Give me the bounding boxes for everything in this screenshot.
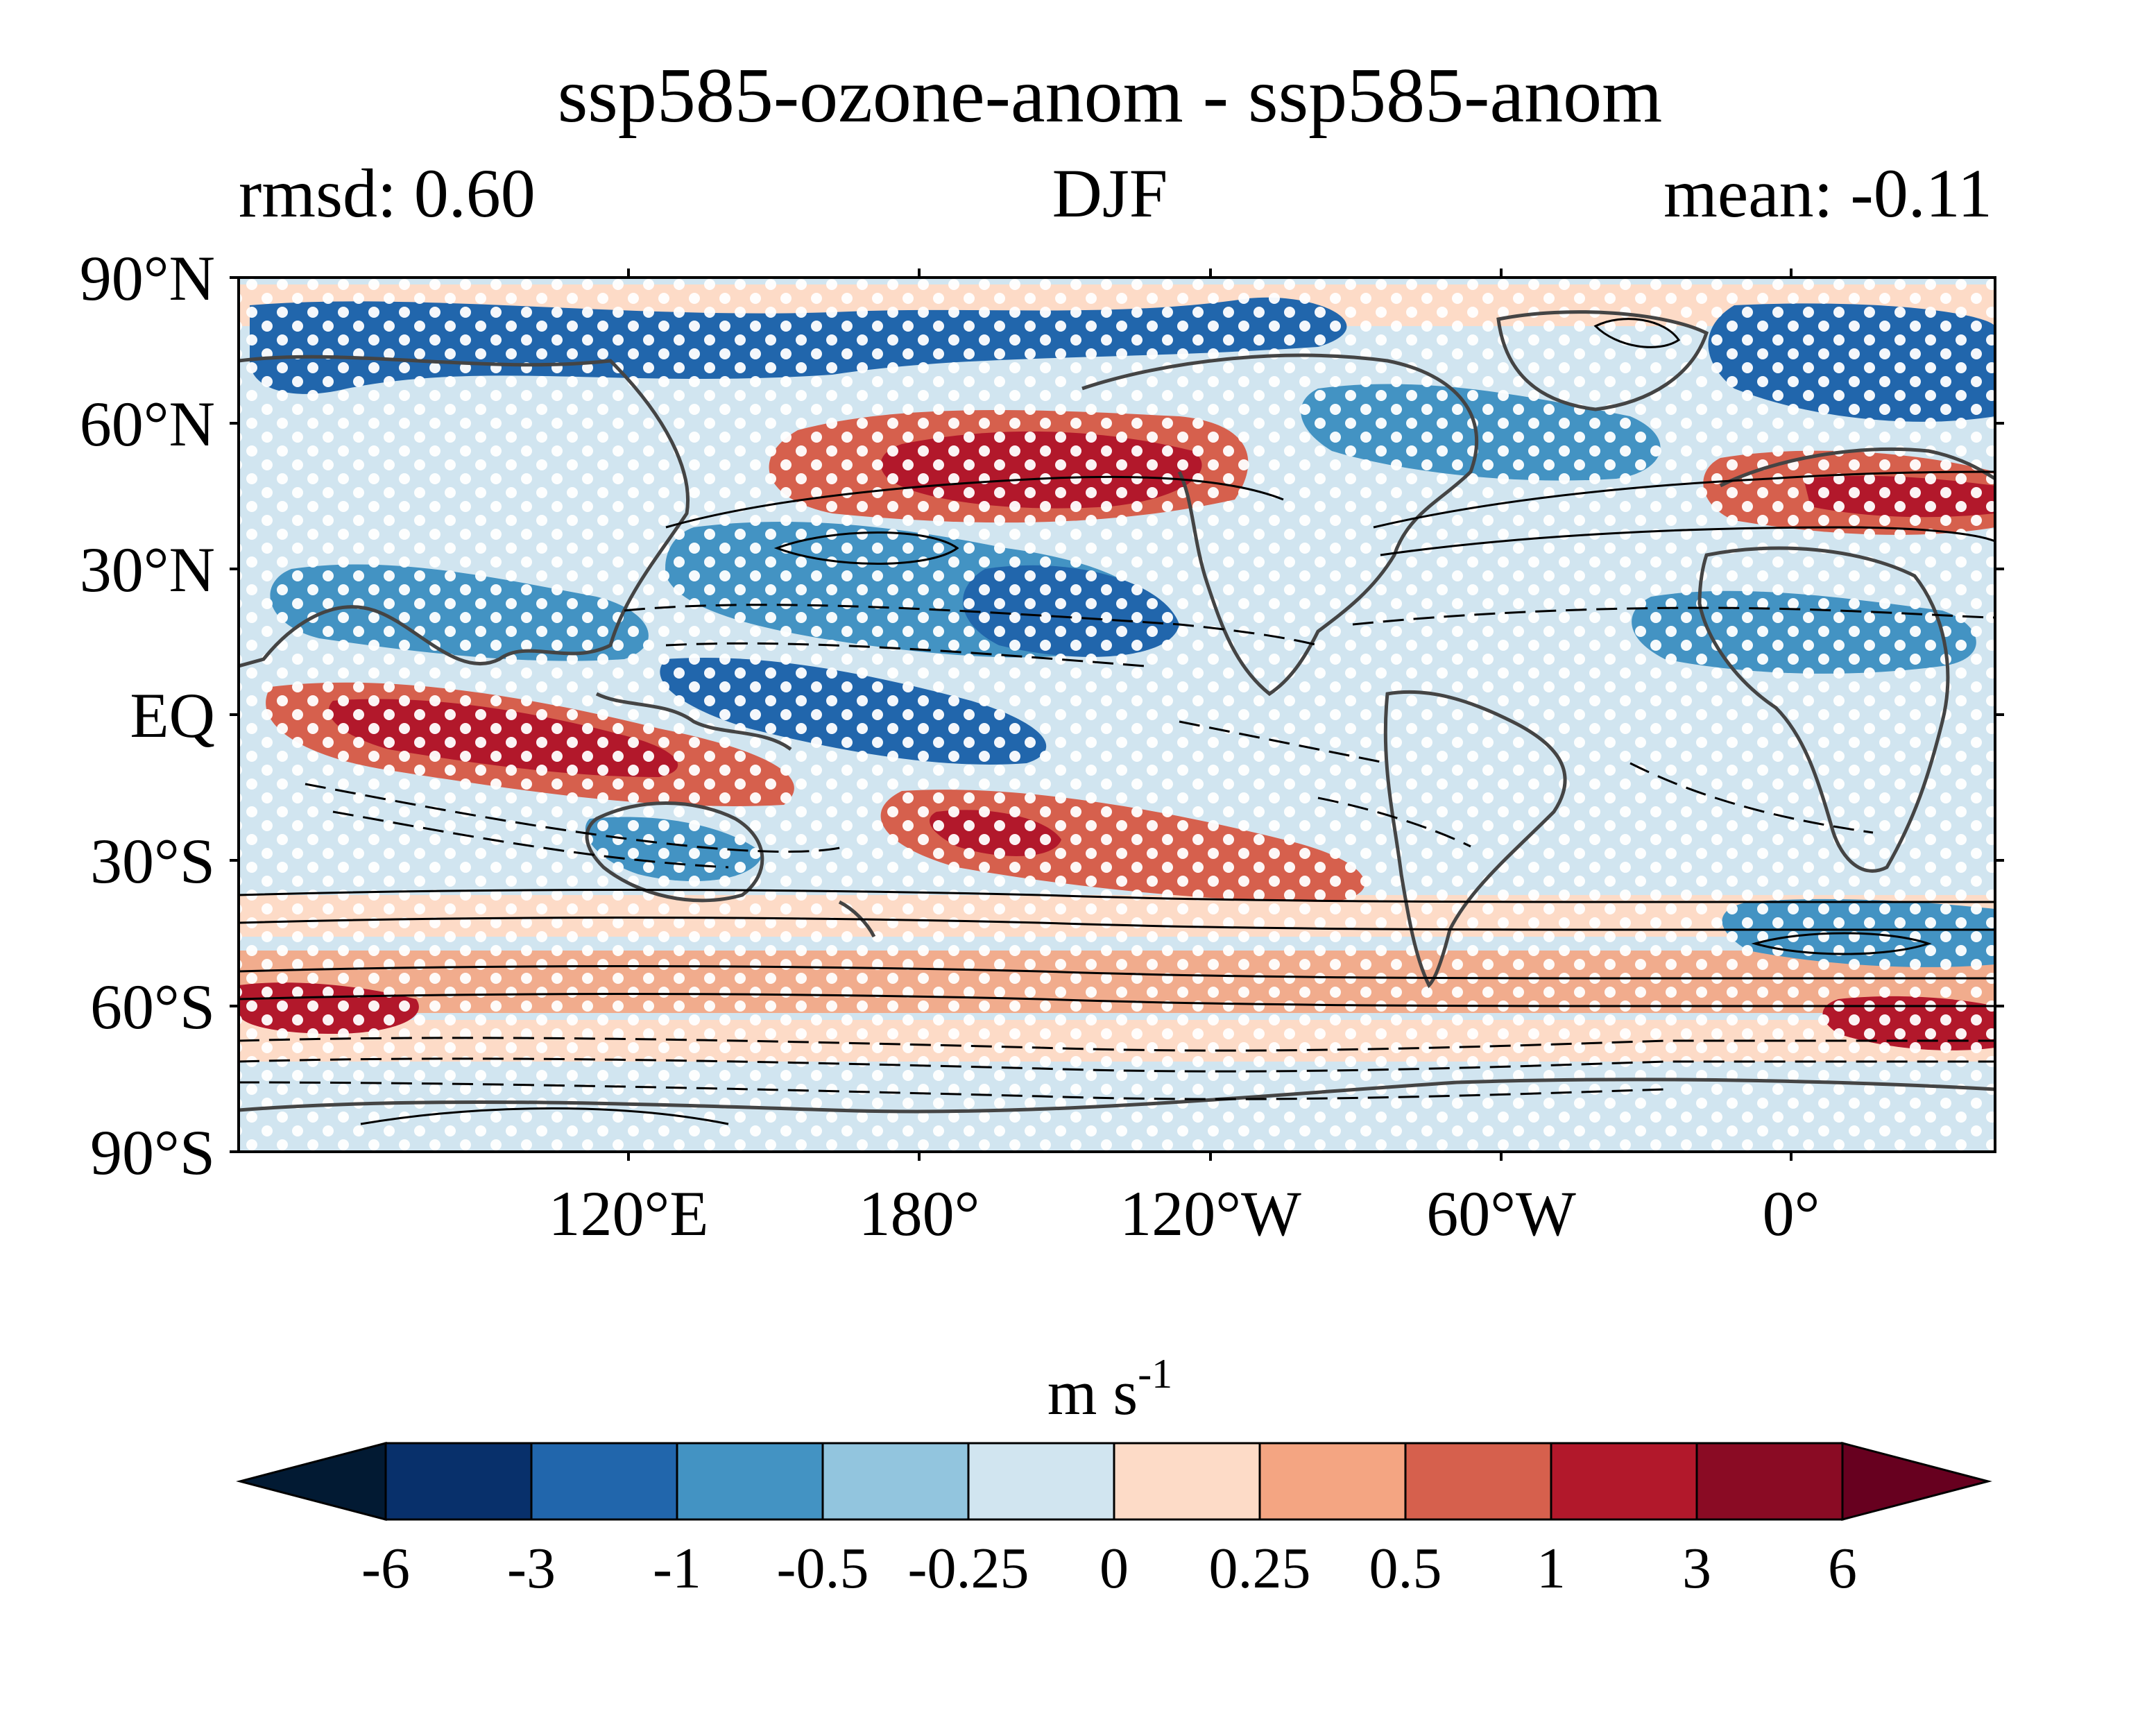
colorbar-segment: [530, 1442, 678, 1521]
contour-solid: [239, 993, 1995, 1007]
coastlines: [239, 310, 1995, 1114]
colorbar-level-label: -6: [361, 1536, 410, 1601]
coastline-antarctica: [239, 1078, 1995, 1114]
colorbar-extend-high: [1841, 1442, 1992, 1521]
climatology-contours: [239, 318, 1995, 1125]
lat-label-eq: EQ: [130, 680, 215, 751]
colorbar-segment: [1695, 1442, 1844, 1521]
contour-solid: [1380, 526, 1995, 556]
contour-solid: [1751, 932, 1932, 955]
colorbar-segment: [1404, 1442, 1552, 1521]
coastline-maritime: [595, 692, 792, 751]
climatology-contours-dashed: [239, 604, 1995, 1100]
colorbar-segment: [1113, 1442, 1261, 1521]
colorbar-level-label: 3: [1682, 1536, 1711, 1601]
significance-stippling: [239, 278, 1995, 1152]
colorbar-level-label: -0.5: [777, 1536, 869, 1601]
contour-dashed: [1629, 762, 1874, 834]
lon-label-60w: 60°W: [1426, 1178, 1576, 1249]
colorbar-level-label: 0.5: [1369, 1536, 1442, 1601]
colorbar-segment: [384, 1442, 533, 1521]
units-exponent: -1: [1138, 1351, 1172, 1397]
map-panel: [239, 278, 1995, 1152]
colorbar-level-label: -1: [653, 1536, 701, 1601]
lon-label-180: 180°: [859, 1178, 980, 1249]
units-base: m s: [1047, 1357, 1138, 1428]
lat-label-30n: 30°N: [80, 534, 215, 605]
contour-solid: [239, 917, 1995, 931]
rmsd-label: rmsd: 0.60: [239, 155, 536, 232]
lat-label-90s: 90°S: [90, 1117, 215, 1188]
contour-solid: [665, 475, 1284, 529]
lat-label-30s: 30°S: [90, 826, 215, 896]
contour-dashed: [624, 604, 1319, 647]
colorbar-segment: [821, 1442, 970, 1521]
colorbar-segment: [1258, 1442, 1407, 1521]
coastline-africa: [1697, 546, 1950, 873]
contour-dashed: [1317, 797, 1471, 848]
tick-marks: [230, 269, 2004, 1161]
coastline-south-america: [1383, 690, 1567, 989]
coastline-greenland: [1496, 310, 1709, 411]
mean-label: mean: -0.11: [1663, 155, 1992, 232]
colorbar-segment: [676, 1442, 824, 1521]
contour-dashed: [305, 783, 847, 853]
contour-solid: [239, 889, 1995, 903]
colorbar-level-label: 0.25: [1209, 1536, 1311, 1601]
lat-label-60n: 60°N: [80, 389, 215, 459]
colorbar-extend-low: [236, 1442, 387, 1521]
contour-dashed: [239, 1081, 1666, 1100]
coastline-north-america: [1081, 353, 1479, 697]
contour-solid: [1373, 470, 1995, 529]
colorbar-level-label: -0.25: [908, 1536, 1029, 1601]
lon-label-120e: 120°E: [549, 1178, 709, 1249]
coastline-asia: [239, 355, 690, 668]
contour-solid: [239, 965, 1995, 980]
coastline-australia: [585, 801, 764, 903]
colorbar-level-label: -3: [507, 1536, 556, 1601]
contour-solid: [1593, 318, 1681, 348]
colorbar-level-label: 0: [1100, 1536, 1129, 1601]
lon-label-120w: 120°W: [1120, 1178, 1301, 1249]
colorbar-labels: -6 -3 -1 -0.5 -0.25 0 0.25 0.5 1 3 6: [361, 1536, 1857, 1601]
lat-label-90n: 90°N: [80, 243, 215, 314]
colorbar-segment: [1550, 1442, 1698, 1521]
contour-dashed: [1352, 606, 1995, 626]
contour-dashed: [239, 1037, 1995, 1052]
colorbar-segment: [967, 1442, 1115, 1521]
contour-solid: [360, 1107, 729, 1125]
coastline-new-zealand: [838, 900, 876, 938]
colorbar-level-label: 6: [1828, 1536, 1857, 1601]
contour-dashed: [665, 642, 1145, 667]
contour-solid: [773, 531, 959, 565]
contour-dashed: [1179, 720, 1388, 765]
season-label: DJF: [1052, 155, 1168, 232]
coastline-europe: [1719, 447, 1995, 488]
lat-label-60s: 60°S: [90, 971, 215, 1042]
colorbar: [236, 1442, 1992, 1521]
contour-dashed: [332, 810, 729, 869]
map-title: ssp585-ozone-anom - ssp585-anom: [558, 53, 1663, 139]
colorbar-units: m s-1: [1047, 1351, 1172, 1428]
contour-dashed: [239, 1057, 1995, 1073]
lon-label-0: 0°: [1763, 1178, 1820, 1249]
colorbar-level-label: 1: [1537, 1536, 1566, 1601]
